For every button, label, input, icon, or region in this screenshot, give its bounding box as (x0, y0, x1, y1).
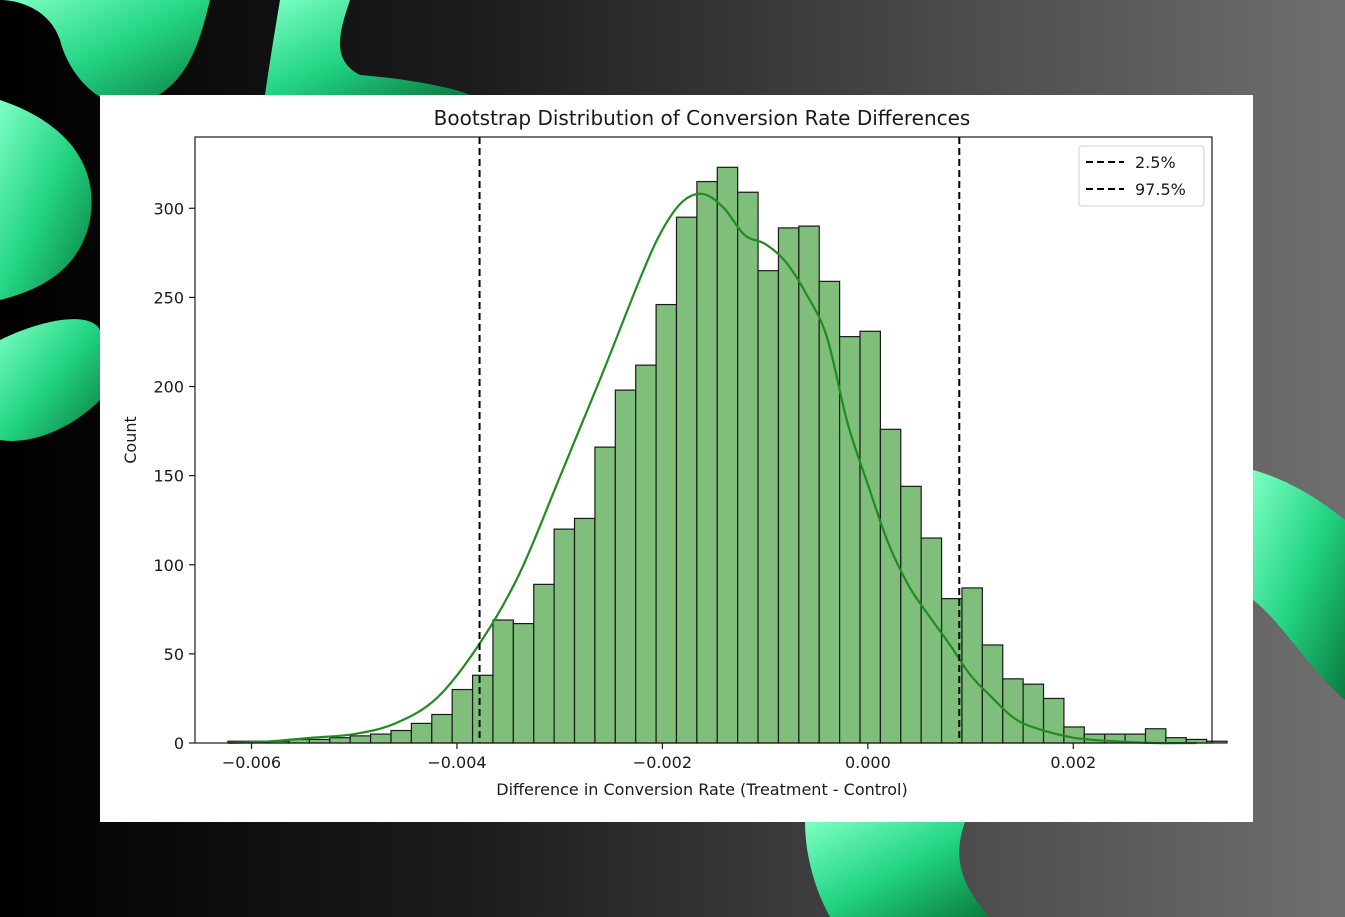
legend-label-97-5: 97.5% (1135, 180, 1186, 199)
histogram-bar (798, 225, 820, 744)
histogram-bar (757, 270, 780, 744)
x-tick-label: 0.000 (845, 753, 891, 772)
histogram-bar (879, 428, 902, 744)
histogram-bars (227, 166, 1228, 744)
histogram-bar (431, 713, 453, 744)
kde-curve (227, 192, 1197, 745)
histogram-bar (390, 729, 412, 744)
green-ribbon-left (0, 100, 92, 300)
histogram-bar (635, 364, 657, 744)
histogram-bar (655, 303, 678, 744)
histogram-bar (777, 227, 800, 744)
percentile-lines (478, 137, 961, 743)
histogram-bar (594, 446, 616, 744)
histogram-bar (839, 336, 861, 744)
histogram-bar (349, 735, 372, 744)
histogram-bar (370, 733, 392, 744)
kde-layer (227, 192, 1197, 745)
histogram-bar (533, 583, 555, 744)
histogram-bar (471, 674, 494, 744)
green-ribbon-top-center (265, 0, 470, 95)
histogram-bar (716, 166, 739, 744)
x-tick-label: −0.002 (633, 753, 692, 772)
histogram-bar (451, 688, 474, 744)
x-axis-ticks: −0.006 −0.004 −0.002 0.000 0.002 (222, 743, 1096, 772)
y-tick-label: 100 (153, 556, 184, 575)
y-tick-label: 300 (153, 199, 184, 218)
histogram-chart: Bootstrap Distribution of Conversion Rat… (121, 106, 1228, 799)
histogram-bar (675, 216, 698, 744)
histogram-bar (1063, 726, 1085, 744)
green-ribbon-bottom (805, 822, 990, 917)
histogram-bar (410, 722, 433, 744)
histogram-bar (1022, 683, 1045, 744)
histogram-bar (859, 330, 881, 744)
legend-label-2-5: 2.5% (1135, 153, 1176, 172)
y-tick-label: 200 (153, 378, 184, 397)
histogram-bar (614, 389, 637, 744)
x-tick-label: 0.002 (1050, 753, 1096, 772)
histogram-bar (961, 587, 983, 744)
histogram-bar (573, 517, 596, 744)
y-tick-label: 0 (174, 734, 184, 753)
histogram-bar (512, 622, 535, 744)
green-ribbon-top-left (0, 0, 210, 106)
histogram-bar (981, 644, 1004, 744)
y-tick-label: 50 (164, 645, 184, 664)
chart-title: Bootstrap Distribution of Conversion Rat… (434, 106, 971, 130)
green-ribbon-right (1253, 470, 1345, 700)
histogram-bar (818, 280, 841, 744)
histogram-bar (1144, 728, 1167, 744)
y-axis-label: Count (121, 416, 140, 464)
histogram-bar (492, 619, 514, 744)
histogram-bar (900, 485, 922, 744)
y-tick-label: 250 (153, 288, 184, 307)
x-axis-label: Difference in Conversion Rate (Treatment… (496, 780, 907, 799)
histogram-bar (696, 180, 718, 744)
histogram-bar (1042, 697, 1065, 744)
histogram-bar (920, 537, 943, 744)
x-tick-label: −0.004 (427, 753, 486, 772)
plot-frame (194, 136, 1213, 744)
chart-card: Bootstrap Distribution of Conversion Rat… (100, 95, 1253, 822)
legend: 2.5% 97.5% (1078, 145, 1205, 207)
histogram-bar (1206, 740, 1228, 744)
y-axis-ticks: 0 50 100 150 200 250 300 (153, 199, 195, 753)
histogram-bar (737, 191, 759, 744)
green-ribbon-left-lower (0, 319, 100, 441)
x-tick-label: −0.006 (222, 753, 281, 772)
y-tick-label: 150 (153, 467, 184, 486)
histogram-bar (329, 737, 351, 744)
histogram-bar (553, 528, 576, 744)
